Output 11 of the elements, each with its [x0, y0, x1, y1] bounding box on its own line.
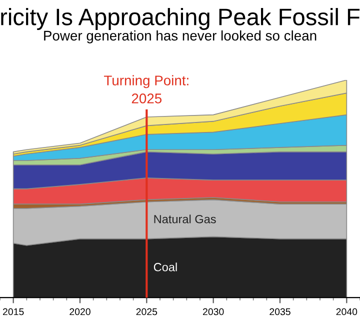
- x-tick-label: 2025: [136, 308, 158, 316]
- x-tick-label: 2040: [336, 308, 358, 316]
- chart-subtitle: Power generation has never looked so clean: [44, 30, 316, 44]
- x-tick-label: 2020: [70, 308, 90, 316]
- chart-title: ricity Is Approaching Peak Fossil F: [1, 8, 360, 30]
- ref-line-label: Turning Point: 2025: [104, 75, 188, 104]
- x-tick-label: 2035: [270, 308, 290, 316]
- x-tick-label: 2030: [203, 308, 224, 316]
- x-tick-label: 2015: [3, 308, 24, 316]
- series-label: Coal: [154, 262, 177, 272]
- series-label: Natural Gas: [154, 214, 216, 224]
